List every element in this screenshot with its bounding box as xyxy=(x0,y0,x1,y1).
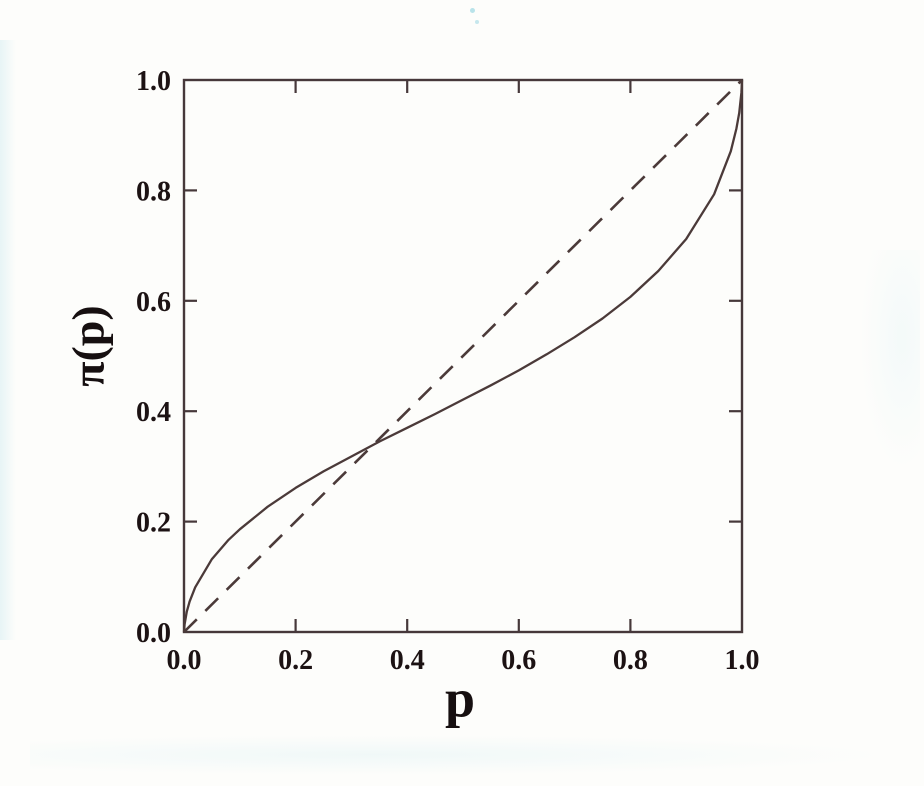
plot-frame xyxy=(182,78,744,634)
x-tick-label: 0.6 xyxy=(501,645,536,676)
identity-diagonal xyxy=(183,79,743,633)
x-tick-label: 0.2 xyxy=(278,645,313,676)
y-tick-label: 0.0 xyxy=(136,618,171,649)
y-tick-label: 1.0 xyxy=(136,66,171,97)
y-tick-label: 0.6 xyxy=(136,287,171,318)
x-axis-title: p xyxy=(444,668,476,729)
x-tick-label: 0.0 xyxy=(167,645,202,676)
y-tick-label: 0.4 xyxy=(136,397,171,428)
x-tick-label: 0.8 xyxy=(613,645,648,676)
y-tick-label: 0.2 xyxy=(136,508,171,539)
probability-weighting-curve xyxy=(182,79,744,633)
x-tick-label: 1.0 xyxy=(725,645,760,676)
y-tick-label: 0.8 xyxy=(136,176,171,207)
x-tick-label: 0.4 xyxy=(390,645,425,676)
y-axis-title: π(p) xyxy=(62,305,114,387)
